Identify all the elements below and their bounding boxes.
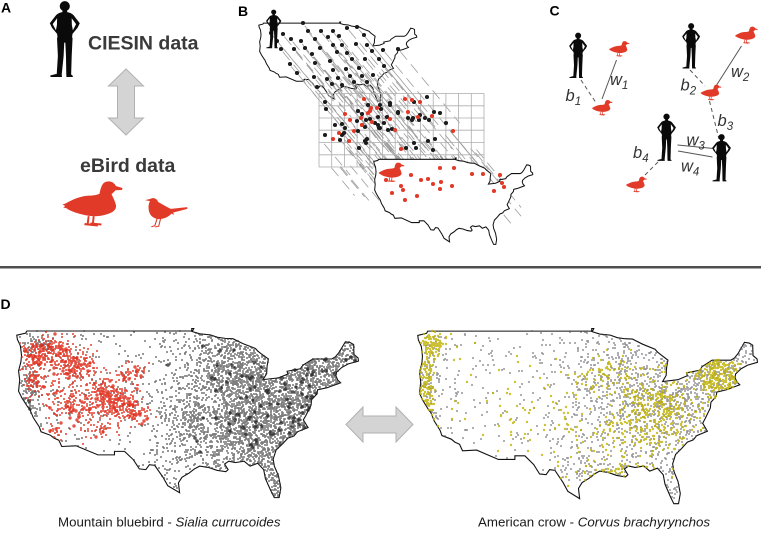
svg-text:C: C	[550, 3, 560, 19]
svg-text:CIESIN data: CIESIN data	[88, 33, 199, 55]
svg-text:Mountain bluebird - Sialia cur: Mountain bluebird - Sialia currucoides	[58, 515, 281, 530]
svg-text:A: A	[1, 0, 11, 16]
svg-text:eBird data: eBird data	[80, 155, 176, 177]
svg-text:B: B	[238, 3, 248, 19]
svg-text:D: D	[1, 296, 11, 312]
svg-text:American crow - Corvus brachyr: American crow - Corvus brachyrynchos	[478, 515, 710, 530]
